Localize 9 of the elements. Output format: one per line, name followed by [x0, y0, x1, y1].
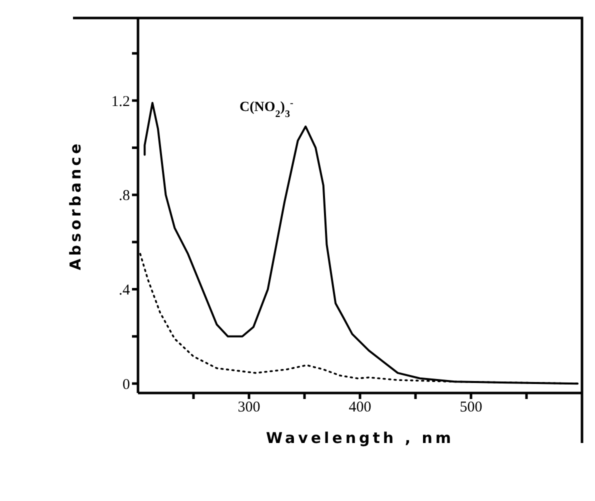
y-axis-title: Absorbance [66, 140, 84, 270]
x-tick-label: 300 [238, 400, 260, 416]
y-tick-label: .8 [118, 188, 130, 204]
y-tick-label: 0 [122, 376, 130, 393]
y-tick-label: 1.2 [111, 94, 130, 110]
x-axis-title: Wavelength , nm [266, 429, 454, 447]
x-tick-label: 400 [348, 400, 372, 416]
x-tick-label: 500 [460, 400, 482, 416]
y-tick-label: .4 [118, 282, 130, 299]
